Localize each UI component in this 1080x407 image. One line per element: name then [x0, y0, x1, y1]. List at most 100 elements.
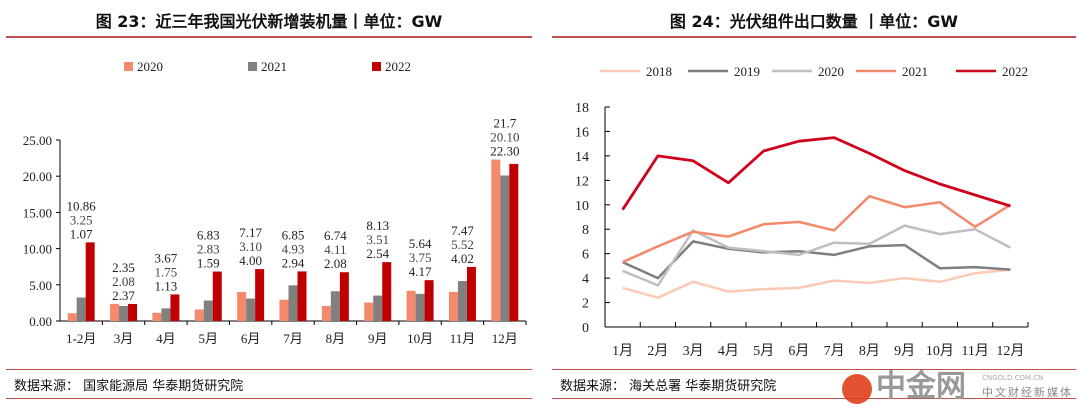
watermark-name: 中金网 [876, 369, 966, 404]
y-tick-label: 16 [575, 125, 589, 140]
legend-swatch [248, 62, 257, 71]
bar [279, 299, 289, 321]
legend-label: 2020 [818, 64, 844, 79]
x-tick-label: 1-2月 [66, 331, 96, 346]
y-tick-label: 2 [582, 297, 589, 312]
bar [194, 309, 204, 321]
bar [203, 300, 213, 321]
chart-title: 图 24：光伏组件出口数量 丨单位：GW [669, 12, 959, 31]
data-label: 2.54 [366, 246, 389, 261]
x-tick-label: 10月 [407, 331, 433, 346]
y-tick-label: 10 [575, 199, 589, 214]
bar [382, 262, 392, 321]
x-tick-label: 5月 [199, 331, 219, 346]
legend-label: 2019 [734, 64, 760, 79]
data-label: 7.47 [451, 223, 474, 238]
bar [500, 175, 510, 321]
data-label: 2.08 [112, 274, 135, 289]
bar [406, 290, 416, 321]
bar [424, 280, 434, 321]
legend-label: 2021 [261, 59, 287, 74]
bar [509, 163, 519, 321]
data-label: 20.10 [490, 130, 519, 145]
x-tick-label: 9月 [368, 331, 388, 346]
watermark: 中金网 CNGOLD.COM.CN 中文财经新媒体 [842, 370, 1080, 407]
data-label: 3.51 [366, 232, 389, 247]
bar [364, 302, 374, 321]
divider [552, 36, 1076, 38]
bar-chart: 2020 2021 2022 0.00 5.00 10.00 15.00 20.00 25.00… [23, 59, 527, 346]
x-tick-label: 5月 [753, 343, 774, 359]
x-tick-label: 8月 [326, 331, 346, 346]
bar [85, 242, 95, 321]
data-label: 3.25 [70, 212, 93, 227]
bar [255, 269, 265, 321]
data-label: 4.17 [409, 264, 432, 279]
data-label: 10.86 [67, 198, 97, 213]
left-chart-panel: 图 23：近三年我国光伏新增装机量丨单位：GW 2020 2021 2022 0.00… [6, 0, 532, 407]
data-label: 1.75 [155, 264, 178, 279]
y-tick-label: 0 [582, 321, 589, 336]
data-label: 2.83 [197, 242, 220, 257]
chart-title: 图 23：近三年我国光伏新增装机量丨单位：GW [95, 12, 443, 31]
y-tick-label: 5.00 [29, 278, 52, 293]
divider [552, 398, 1076, 399]
y-tick-label: 12 [575, 174, 589, 189]
divider [552, 369, 1076, 370]
bar [457, 281, 467, 321]
bar [76, 297, 86, 321]
data-label: 2.94 [282, 255, 305, 270]
y-tick-label: 14 [575, 150, 589, 165]
bar [67, 313, 77, 321]
logo-icon [842, 374, 872, 404]
x-tick-label: 6月 [788, 343, 809, 359]
bar [415, 293, 425, 321]
data-label: 4.93 [282, 241, 305, 256]
data-label: 4.00 [239, 253, 262, 268]
watermark-url: CNGOLD.COM.CN [982, 374, 1044, 382]
line-chart: 2018 2019 2020 2021 2022 0 2 4 6 8 10 12 14 16 18 1月 2月 3… [575, 64, 1029, 359]
bar [119, 305, 129, 321]
y-tick-label: 25.00 [23, 133, 52, 148]
data-label: 3.75 [409, 250, 432, 265]
data-label: 4.11 [324, 242, 346, 257]
data-label: 22.30 [490, 144, 519, 159]
data-label: 2.35 [112, 260, 135, 275]
x-tick-label: 9月 [894, 343, 915, 359]
series-line-2022 [621, 136, 1011, 211]
x-tick-label: 4月 [156, 331, 176, 346]
bar [246, 298, 256, 321]
data-label: 6.74 [324, 228, 347, 243]
x-tick-label: 12月 [996, 343, 1024, 359]
bar [339, 272, 349, 321]
data-label: 1.13 [155, 278, 178, 293]
bar [128, 303, 138, 321]
legend-label: 2020 [137, 59, 163, 74]
bar [373, 295, 383, 321]
x-tick-label: 12月 [492, 331, 518, 346]
x-tick-label: 3月 [683, 343, 704, 359]
series-line-2021 [622, 194, 1012, 264]
y-tick-label: 15.00 [23, 205, 52, 220]
y-tick-label: 6 [582, 248, 589, 263]
divider [6, 398, 532, 399]
data-label: 6.83 [197, 228, 220, 243]
bar [212, 271, 222, 321]
y-tick-label: 18 [575, 101, 589, 116]
bar [110, 303, 120, 321]
x-tick-label: 4月 [718, 343, 739, 359]
y-tick-label: 20.00 [23, 169, 52, 184]
bar [297, 271, 307, 321]
data-label: 2.08 [324, 256, 347, 271]
data-label: 7.17 [239, 225, 262, 240]
divider [6, 369, 532, 370]
data-label: 5.64 [409, 236, 432, 251]
y-tick-label: 4 [582, 272, 589, 287]
data-label: 3.67 [155, 250, 178, 265]
source-note: 数据来源： 海关总署 华泰期货研究院 [560, 379, 777, 394]
bar [170, 294, 180, 321]
x-tick-label: 11月 [961, 343, 988, 359]
series-line-2018 [622, 268, 1011, 299]
bar [466, 266, 476, 321]
legend-label: 2022 [385, 59, 411, 74]
